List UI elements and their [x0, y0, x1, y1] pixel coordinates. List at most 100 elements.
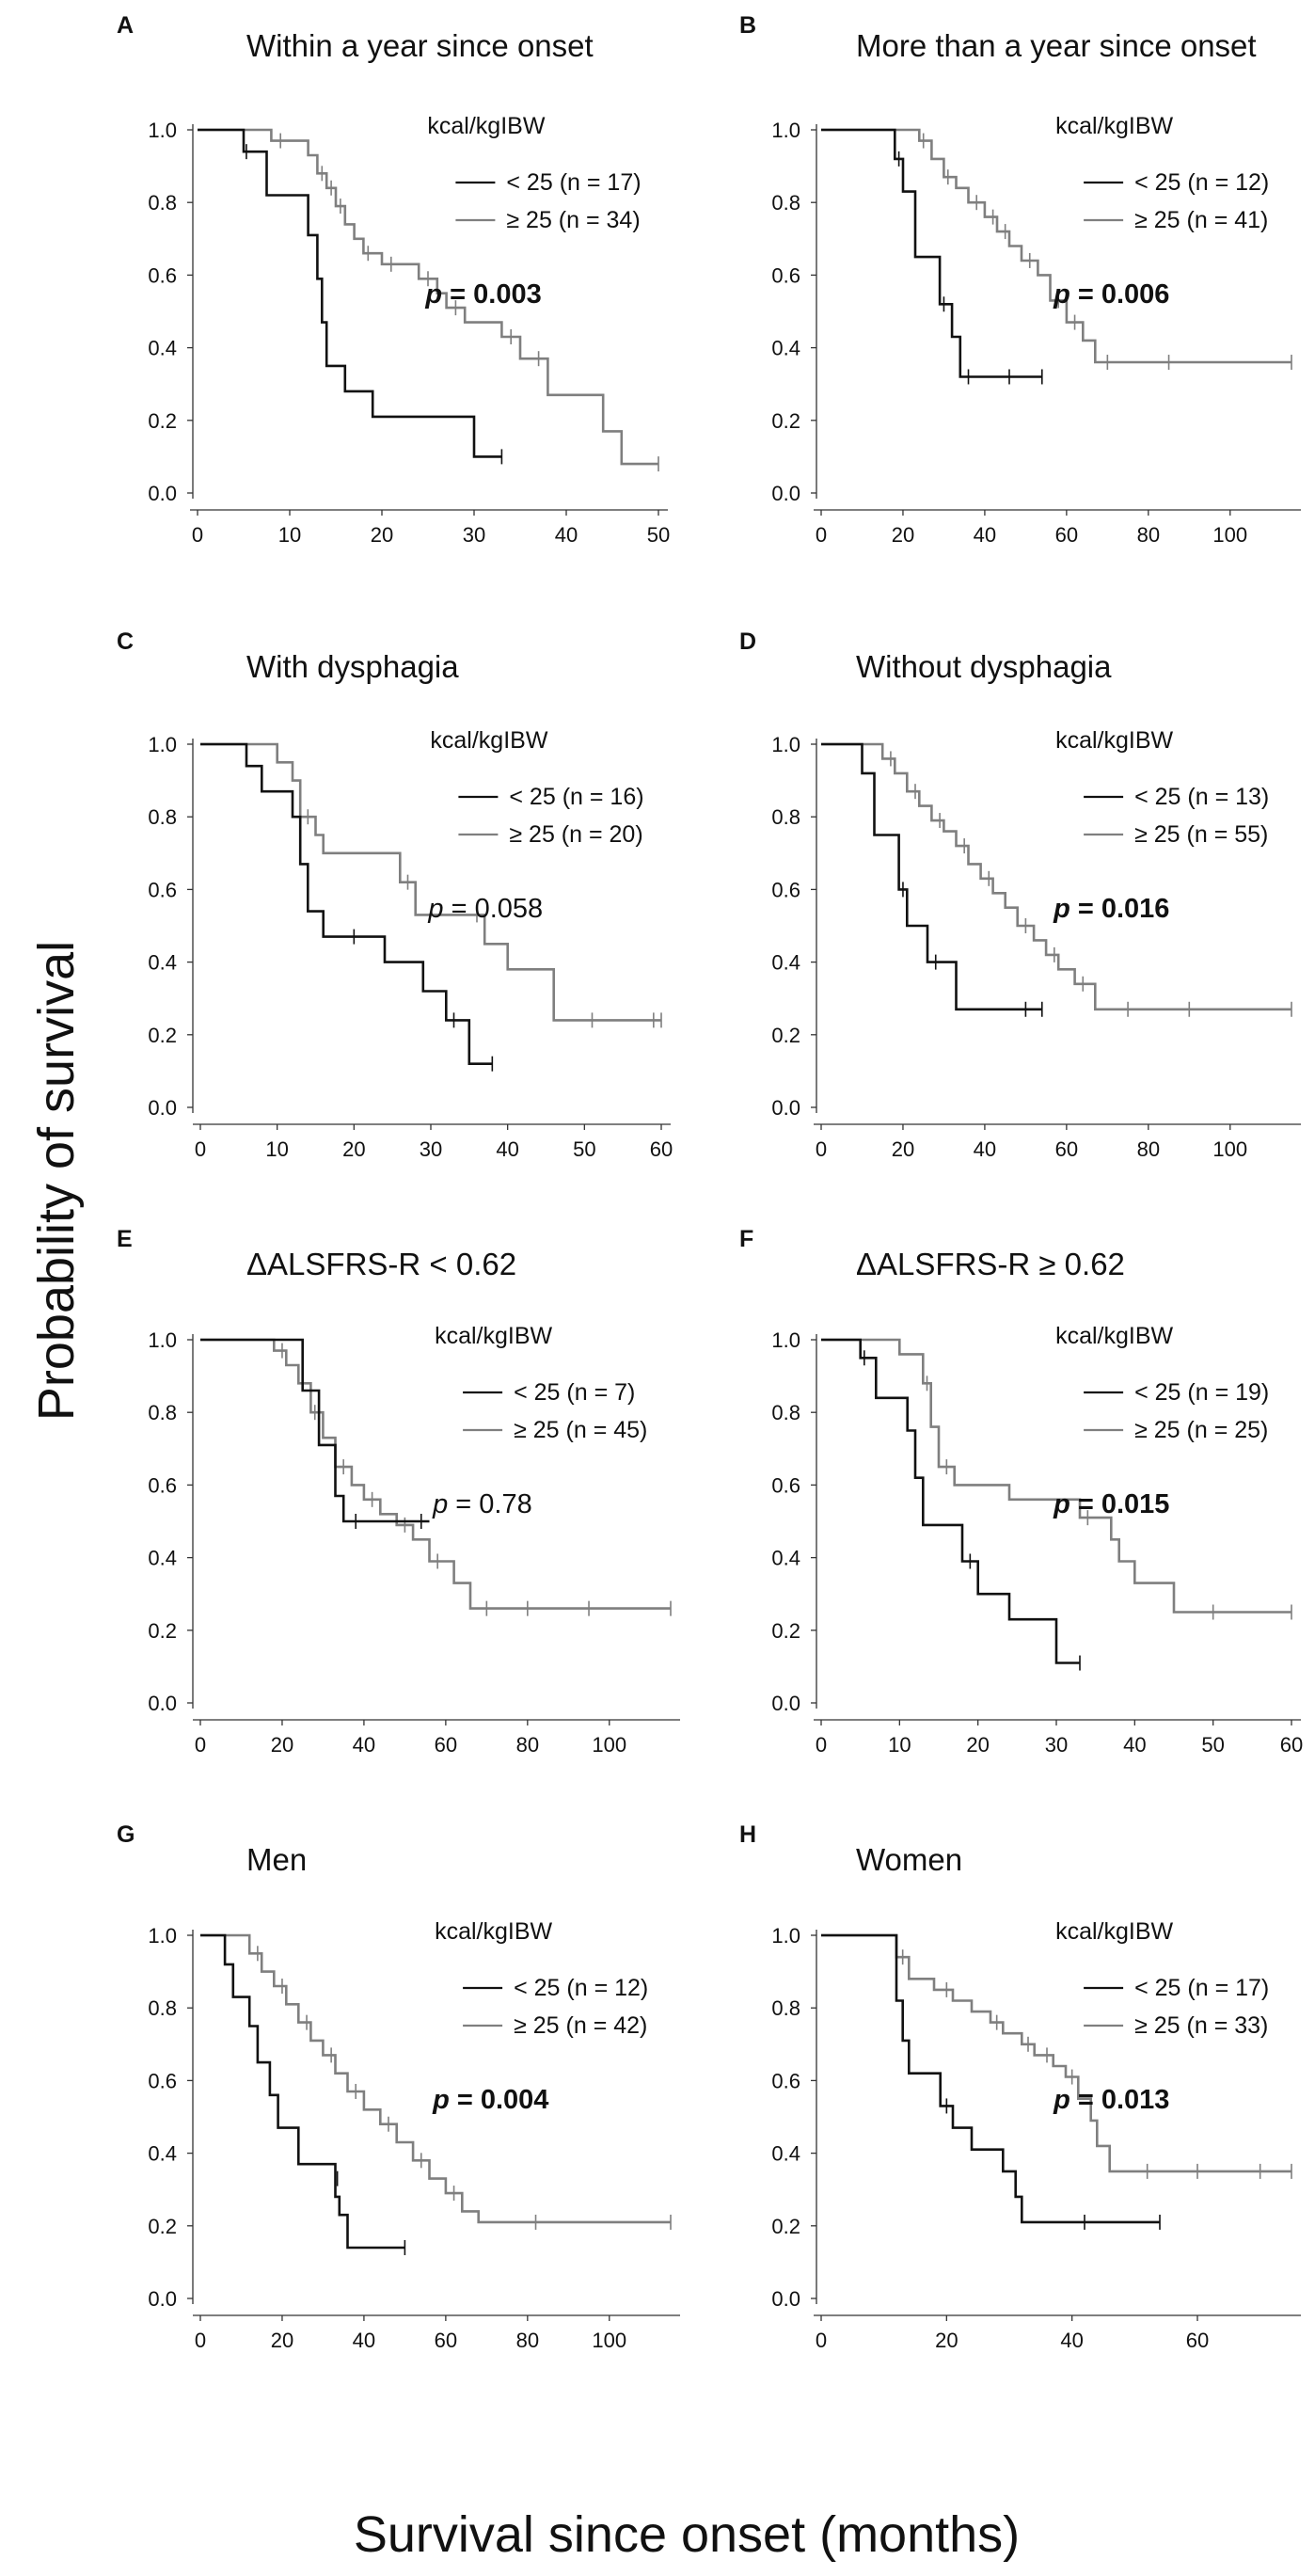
survival-curve-black — [821, 1338, 1080, 1664]
panel-title: Men — [246, 1842, 307, 1877]
legend-title: kcal/kgIBW — [427, 113, 545, 139]
y-tick-label: 0.8 — [148, 191, 177, 215]
legend-label: ≥ 25 (n = 34) — [506, 207, 640, 233]
y-tick-label: 0.4 — [771, 337, 800, 360]
legend-title: kcal/kgIBW — [1055, 727, 1173, 754]
panel-title: With dysphagia — [246, 649, 459, 684]
x-tick-label: 20 — [271, 1733, 293, 1757]
panel-d: D Without dysphagia 0.0 0.2 0.4 0.6 0.8 1.0 0 20 4… — [739, 628, 1301, 1161]
y-tick-label: 1.0 — [771, 119, 800, 142]
survival-curve-gray — [821, 1338, 1291, 1614]
panel-letter: D — [739, 628, 756, 655]
x-tick-label: 50 — [1201, 1733, 1224, 1757]
survival-curve-gray — [821, 742, 1291, 1011]
y-tick-label: 0.0 — [771, 482, 800, 505]
y-tick-label: 0.8 — [148, 805, 177, 829]
p-value: p = 0.058 — [427, 894, 543, 924]
x-tick-label: 30 — [463, 523, 485, 547]
panel-letter: C — [117, 628, 134, 655]
y-tick-label: 0.6 — [148, 878, 177, 901]
panel-letter: H — [739, 1821, 756, 1848]
y-tick-label: 0.2 — [771, 2215, 800, 2238]
panel-letter: G — [117, 1821, 135, 1848]
legend-label: < 25 (n = 13) — [1134, 784, 1269, 810]
x-tick-label: 100 — [1212, 523, 1247, 547]
survival-curve-black — [821, 1933, 1160, 2224]
panel-title: Without dysphagia — [856, 649, 1112, 684]
x-tick-label: 20 — [892, 1137, 914, 1161]
panel-e: E ΔALSFRS-R < 0.62 0.0 0.2 0.4 0.6 0.8 1.0 0 20 40… — [117, 1226, 680, 1757]
y-tick-label: 0.2 — [771, 409, 800, 433]
panel-b: B More than a year since onset 0.0 0.2 0.4 0.… — [739, 12, 1301, 547]
p-value: p = 0.015 — [1053, 1489, 1169, 1519]
panel-letter: A — [117, 12, 134, 39]
y-tick-label: 0.8 — [771, 191, 800, 215]
x-tick-label: 30 — [420, 1137, 442, 1161]
legend-label: ≥ 25 (n = 45) — [514, 1417, 647, 1443]
y-tick-label: 1.0 — [148, 733, 177, 756]
x-tick-label: 0 — [816, 523, 827, 547]
survival-curve-gray — [198, 128, 658, 466]
y-tick-label: 0.8 — [148, 1996, 177, 2020]
y-tick-label: 1.0 — [771, 1328, 800, 1352]
survival-curve-black — [821, 128, 1042, 378]
legend-label: < 25 (n = 7) — [514, 1379, 635, 1406]
y-tick-label: 0.6 — [771, 2069, 800, 2092]
x-tick-label: 80 — [1137, 1137, 1160, 1161]
x-tick-label: 20 — [271, 2329, 293, 2352]
legend-label: < 25 (n = 12) — [1134, 169, 1269, 196]
legend-label: < 25 (n = 17) — [1134, 1975, 1269, 2001]
x-tick-label: 0 — [195, 2329, 206, 2352]
x-tick-label: 20 — [935, 2329, 958, 2352]
legend-title: kcal/kgIBW — [1055, 1323, 1173, 1349]
x-tick-label: 10 — [278, 523, 301, 547]
panel-title: Women — [856, 1842, 962, 1877]
legend-title: kcal/kgIBW — [435, 1918, 552, 1945]
survival-curve-black — [821, 742, 1042, 1011]
legend-label: ≥ 25 (n = 41) — [1134, 207, 1268, 233]
x-tick-label: 0 — [816, 1137, 827, 1161]
x-tick-label: 40 — [1123, 1733, 1146, 1757]
p-value: p = 0.003 — [424, 279, 541, 310]
x-tick-label: 60 — [650, 1137, 673, 1161]
y-tick-label: 0.0 — [771, 1096, 800, 1120]
y-tick-label: 0.2 — [148, 1619, 177, 1643]
survival-curve-black — [200, 742, 493, 1065]
p-value: p = 0.006 — [1053, 279, 1169, 310]
x-tick-label: 20 — [892, 523, 914, 547]
x-tick-label: 0 — [195, 1137, 206, 1161]
y-tick-label: 0.6 — [148, 263, 177, 287]
x-tick-label: 100 — [592, 2329, 626, 2352]
y-tick-label: 1.0 — [148, 1328, 177, 1352]
y-tick-label: 0.8 — [771, 805, 800, 829]
panel-a: A Within a year since onset 0.0 0.2 0.4 0.6 0.… — [117, 12, 670, 547]
y-tick-label: 1.0 — [771, 733, 800, 756]
p-value: p = 0.004 — [432, 2085, 548, 2115]
survival-curve-gray — [200, 1933, 671, 2224]
survival-curve-black — [200, 1338, 430, 1523]
y-tick-label: 0.2 — [771, 1619, 800, 1643]
y-tick-label: 1.0 — [148, 119, 177, 142]
x-tick-label: 0 — [192, 523, 203, 547]
survival-curve-gray — [821, 1933, 1291, 2173]
x-tick-label: 60 — [1186, 2329, 1209, 2352]
survival-curve-black — [200, 1933, 405, 2250]
y-tick-label: 1.0 — [771, 1924, 800, 1948]
x-tick-label: 100 — [592, 1733, 626, 1757]
x-tick-label: 40 — [353, 2329, 375, 2352]
y-tick-label: 0.4 — [771, 951, 800, 975]
survival-curve-gray — [200, 742, 661, 1022]
x-tick-label: 60 — [435, 1733, 457, 1757]
y-tick-label: 0.0 — [771, 2287, 800, 2311]
legend-label: ≥ 25 (n = 20) — [509, 821, 642, 848]
legend-title: kcal/kgIBW — [430, 727, 547, 754]
panel-title: Within a year since onset — [246, 28, 594, 63]
y-tick-label: 0.0 — [148, 1692, 177, 1715]
y-tick-label: 0.0 — [148, 482, 177, 505]
y-tick-label: 0.6 — [148, 2069, 177, 2092]
y-tick-label: 0.8 — [148, 1401, 177, 1424]
panel-f: F ΔALSFRS-R ≥ 0.62 0.0 0.2 0.4 0.6 0.8 1.0 0 10 20… — [739, 1226, 1303, 1757]
x-tick-label: 10 — [888, 1733, 911, 1757]
y-tick-label: 0.4 — [148, 1547, 177, 1570]
legend-title: kcal/kgIBW — [435, 1323, 552, 1349]
